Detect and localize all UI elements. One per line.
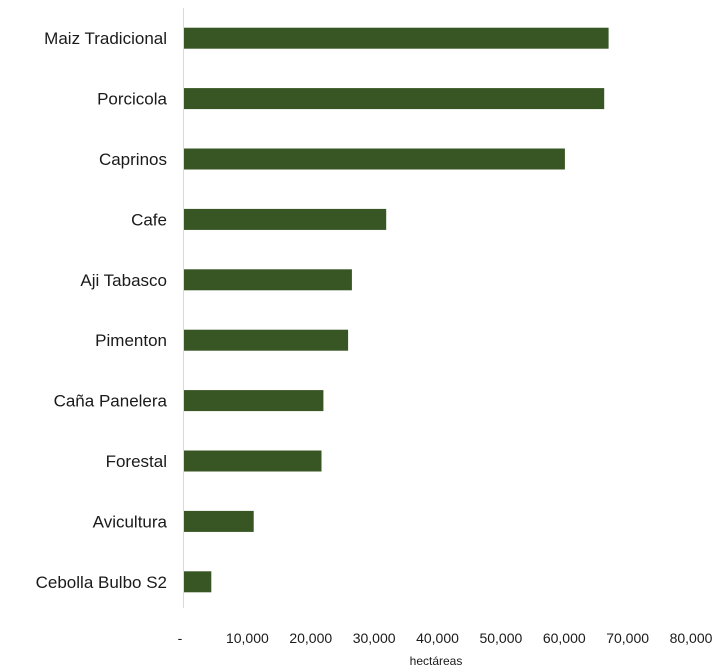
category-label: Forestal	[106, 452, 167, 471]
bar-8	[184, 510, 254, 532]
x-tick-label: 70,000	[606, 630, 649, 646]
bar-5	[184, 329, 349, 351]
category-label: Pimenton	[95, 331, 167, 350]
x-tick-label: -	[178, 630, 183, 646]
bar-9	[184, 571, 212, 593]
x-tick-label: 80,000	[670, 630, 713, 646]
x-tick-label: 60,000	[543, 630, 586, 646]
x-tick-label: 40,000	[416, 630, 459, 646]
bar-6	[184, 390, 324, 412]
bar-1	[184, 88, 605, 110]
category-label: Caña Panelera	[54, 392, 168, 411]
category-label: Aji Tabasco	[80, 271, 167, 290]
category-label: Maiz Tradicional	[44, 29, 167, 48]
category-label: Caprinos	[99, 150, 167, 169]
category-labels-group: Maiz Tradicional Porcicola Caprinos Cafe Aji…	[36, 29, 168, 592]
category-label: Cafe	[131, 210, 167, 229]
bar-3	[184, 208, 387, 230]
category-label: Avicultura	[93, 512, 168, 531]
category-label: Cebolla Bulbo S2	[36, 573, 167, 592]
bar-2	[184, 148, 565, 170]
category-label: Porcicola	[97, 90, 167, 109]
x-tick-label: 20,000	[289, 630, 332, 646]
x-tick-label: 30,000	[353, 630, 396, 646]
x-tick-label: 50,000	[479, 630, 522, 646]
bars-group	[184, 27, 609, 593]
x-tick-label: 10,000	[226, 630, 269, 646]
bar-4	[184, 269, 352, 291]
bar-0	[184, 27, 609, 49]
x-axis-title: hectáreas	[410, 654, 463, 668]
bar-7	[184, 450, 322, 472]
tick-labels-group: - 10,000 20,000 30,000 40,000 50,000 60,000 70,…	[178, 630, 713, 646]
